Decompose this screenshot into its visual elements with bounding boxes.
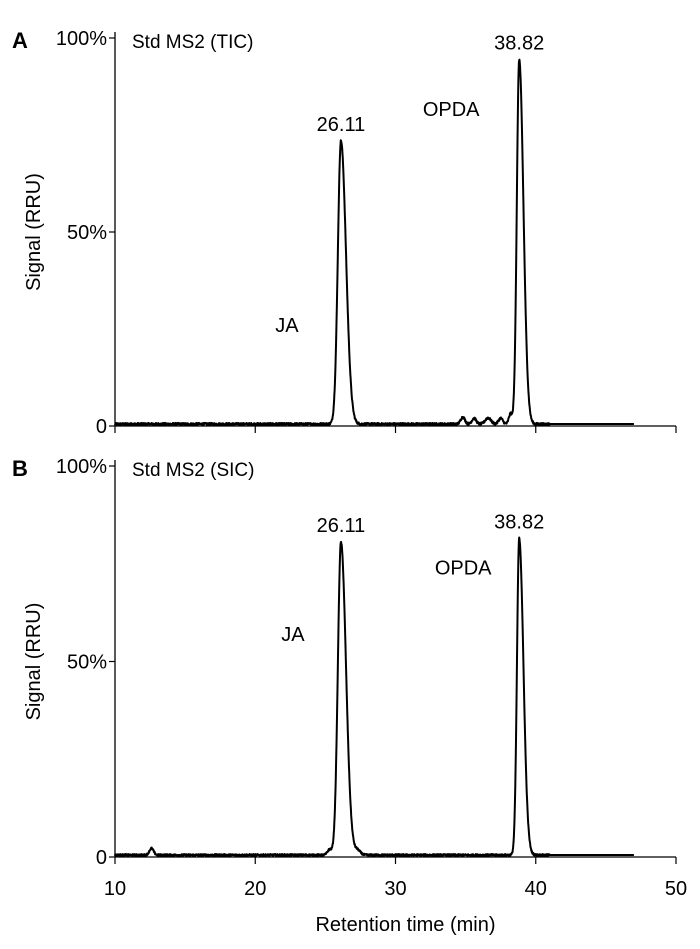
y-axis-label: Signal (RRU): [23, 603, 45, 721]
panel-title: Std MS2 (TIC): [132, 32, 253, 53]
x-tick-label: 40: [525, 878, 547, 900]
y-tick-label: 100%: [56, 456, 107, 478]
y-tick-label: 0: [96, 847, 107, 869]
y-axis-label: Signal (RRU): [23, 173, 45, 291]
x-tick-label: 10: [104, 878, 126, 900]
peak-rt-label: 26.11: [317, 114, 366, 136]
peak-name-label: OPDA: [435, 557, 492, 579]
peak-name-label: OPDA: [423, 99, 480, 121]
peak-rt-label: 38.82: [494, 511, 544, 533]
peak-rt-label: 26.11: [317, 515, 366, 537]
x-tick-label: 20: [244, 878, 266, 900]
y-tick-label: 0: [96, 416, 107, 438]
trace-line: [114, 536, 635, 858]
trace-line: [114, 58, 635, 427]
panel-label: B: [12, 456, 28, 481]
y-tick-label: 100%: [56, 28, 107, 50]
peak-name-label: JA: [275, 315, 299, 337]
x-axis-label: Retention time (min): [315, 914, 495, 936]
x-tick-label: 30: [384, 878, 406, 900]
x-tick-label: 50: [665, 878, 687, 900]
y-tick-label: 50%: [67, 652, 107, 674]
peak-name-label: JA: [281, 624, 305, 646]
panel-title: Std MS2 (SIC): [132, 460, 254, 481]
y-tick-label: 50%: [67, 222, 107, 244]
panel-label: A: [12, 28, 28, 53]
peak-rt-label: 38.82: [494, 32, 544, 54]
